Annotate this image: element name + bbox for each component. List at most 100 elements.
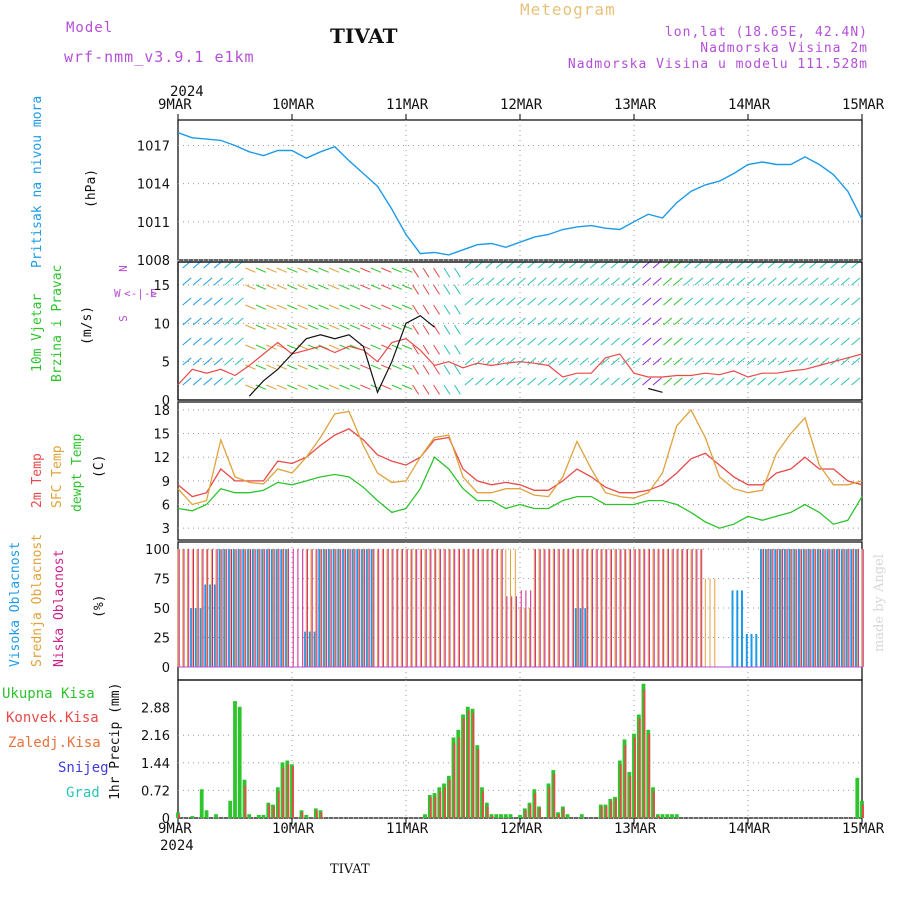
wind-barb [851,297,861,306]
wind-barb [788,297,798,306]
wind-barb [819,297,829,306]
wind-barb [339,364,350,370]
wind-barb [621,377,631,386]
pressure-tick-label: 1011 [137,216,170,231]
wind-barb [245,324,256,330]
temp-tick-label: 3 [162,522,170,537]
precip-conv-bar [301,812,304,819]
wind-barb [485,317,495,326]
model-name: wrf-nmm_v3.9.1 e1km [64,48,255,66]
wind-barb [307,384,319,390]
precip-total-bar [237,706,242,818]
wind-barb [684,317,694,326]
wind-barb [736,337,746,346]
wind-barb [589,377,600,386]
wind-barb [287,344,298,350]
wind-barb [255,284,267,290]
wind-barb [757,317,767,326]
wind-barb [422,304,430,315]
wind-barb [537,377,547,386]
wind-barb [715,317,725,326]
wind-barb [224,317,234,326]
precip-conv-bar [268,804,271,818]
precip-legend-strat: Zaledj.Kisa [8,735,101,751]
wind-barb [600,277,610,286]
wind-barb [548,277,558,286]
wind-barb [203,277,213,286]
wind-barb [548,317,558,326]
precip-total-bar [256,814,261,818]
wind-barb [454,284,461,295]
wind-barb [506,357,516,366]
wind-barb [819,377,829,386]
wind-barb [485,297,495,306]
wind-barb [652,377,662,386]
wind-barb [516,317,526,326]
wind-barb [224,337,234,346]
precip-conv-bar [277,791,280,818]
wind-barb [255,384,267,390]
wind-barb [443,284,451,295]
wind-barb [328,324,340,330]
wind-barb [485,377,495,386]
precip-total-bar [304,814,309,818]
wind-barb [276,284,288,290]
wind-barb [360,267,371,273]
wind-barb [464,337,474,346]
wind-barb [402,384,413,390]
wind-barb [663,357,673,366]
wind-barb [255,344,267,350]
wind-barb [767,337,777,346]
wind-barb [495,297,506,306]
wind-barb [600,337,610,346]
wind-barb [704,337,715,346]
temp-tick-label: 9 [162,475,170,490]
wind-barb [652,357,662,366]
station-title: TIVAT [330,24,398,48]
wind-barb [589,277,600,286]
wind-barb [704,357,715,366]
wind-barb [537,297,547,306]
wind-barb [433,344,440,355]
temp-tick-label: 6 [162,499,170,514]
compass-cross: <-|-> [124,287,158,300]
cloud-tick-label: 100 [145,543,170,558]
wind-barb [851,277,861,286]
wind-barb [255,324,267,330]
wind-barb [516,377,526,386]
wind-barb [558,337,568,346]
precip-conv-bar [282,768,285,818]
wind-barb [757,377,767,386]
precip-conv-bar [553,773,556,818]
wind-barb [287,324,298,330]
wind-barb [579,297,589,306]
wind-barb [673,317,683,326]
wind-barb [589,297,600,306]
wind-barb [684,377,694,386]
wind-barb [610,277,620,286]
wind-barb [182,317,192,326]
wind-barb [391,304,403,310]
wind-barb [506,297,516,306]
bottom-date-label: 10MAR [272,821,315,837]
wind-barb [412,344,420,355]
precip-conv-bar [657,816,660,818]
wind-barb [589,317,600,326]
wind-barb [548,377,558,386]
wind-barb [370,324,382,330]
wind-barb [715,297,725,306]
wind-barb [694,337,704,346]
wind-barb [663,277,673,286]
wind-barb [746,297,756,306]
bottom-date-label: 11MAR [386,821,429,837]
wind-barb [506,377,516,386]
wind-barb [307,324,319,330]
wind-barb [506,277,516,286]
wind-barb [819,277,829,286]
precip-conv-bar [444,787,446,818]
wind-barb [621,317,631,326]
precip-conv-bar [619,764,622,818]
wind-barb [412,324,420,335]
wind-barb [788,357,798,366]
wind-barb [537,277,547,286]
